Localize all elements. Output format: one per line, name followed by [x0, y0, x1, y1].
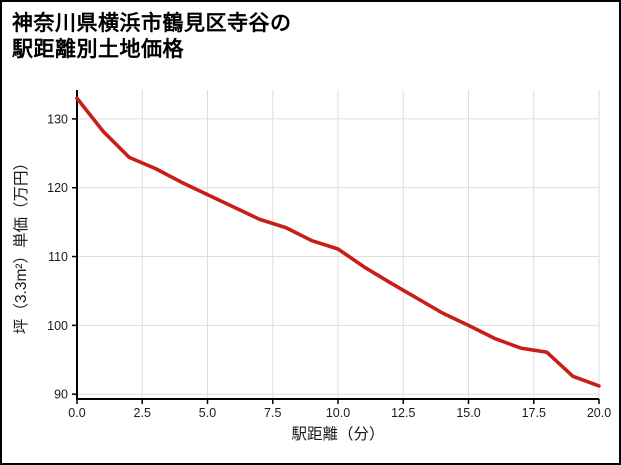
y-tick-label: 100	[47, 319, 68, 333]
tick-labels: 0.0 2.5 5.0 7.5 10.0 12.5 15.0 17.5 20.0 90 100 110…	[47, 112, 611, 420]
x-tick-label: 12.5	[391, 406, 415, 420]
x-tick-label: 0.0	[68, 406, 85, 420]
x-axis-label: 駅距離（分）	[291, 425, 384, 443]
price-chart: 0.0 2.5 5.0 7.5 10.0 12.5 15.0 17.5 20.0 90 100 110…	[12, 90, 611, 443]
price-line	[75, 96, 601, 388]
x-tick-label: 15.0	[456, 406, 480, 420]
chart-title-line1: 神奈川県横浜市鶴見区寺谷の	[12, 12, 292, 35]
x-tick-label: 2.5	[134, 406, 151, 420]
axis-titles: 駅距離（分） 坪（3.3m²）単価（万円）	[12, 155, 385, 443]
x-tick-label: 20.0	[587, 406, 611, 420]
y-tick-label: 110	[48, 250, 68, 264]
y-tick-label: 130	[47, 112, 68, 126]
axes	[76, 90, 599, 400]
x-tick-label: 7.5	[264, 406, 281, 420]
tick-marks	[72, 118, 600, 404]
x-tick-label: 5.0	[199, 406, 216, 420]
x-tick-label: 10.0	[326, 406, 350, 420]
gridlines	[77, 90, 600, 399]
y-tick-label: 120	[47, 181, 68, 195]
y-axis-label: 坪（3.3m²）単価（万円）	[12, 155, 30, 334]
series	[75, 96, 601, 388]
x-tick-label: 17.5	[522, 406, 546, 420]
y-tick-label: 90	[54, 388, 68, 402]
chart-title-line2: 駅距離別土地価格	[12, 38, 184, 61]
chart-title: 神奈川県横浜市鶴見区寺谷の 駅距離別土地価格	[2, 2, 619, 66]
